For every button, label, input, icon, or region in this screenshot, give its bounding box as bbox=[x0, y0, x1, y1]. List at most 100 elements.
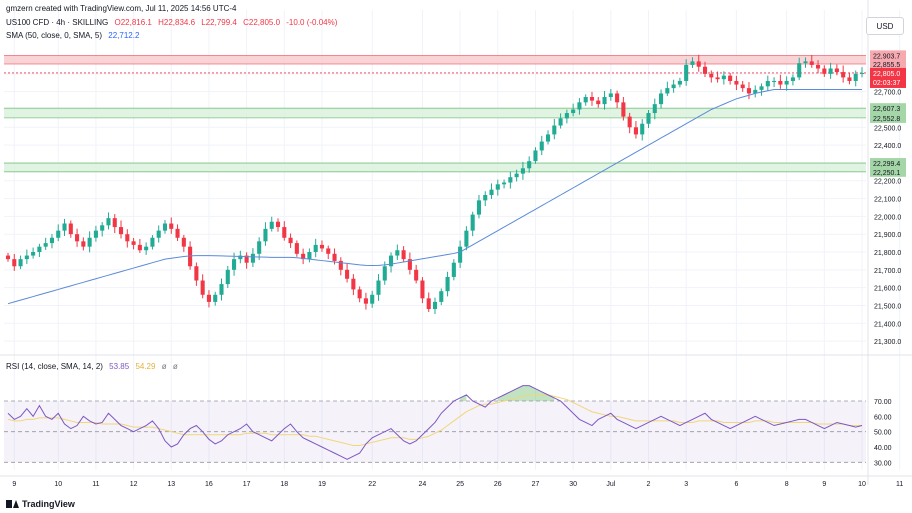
time-tick-label: 3 bbox=[684, 481, 688, 488]
candle-body bbox=[319, 244, 325, 249]
price-tick-label: 21,700.0 bbox=[874, 268, 901, 275]
rsi-tick-label: 30.00 bbox=[874, 460, 892, 467]
candle-body bbox=[144, 246, 149, 251]
candle-body bbox=[564, 113, 569, 119]
current-price-tag bbox=[870, 67, 906, 88]
candle-body bbox=[633, 127, 638, 135]
candle-body bbox=[175, 228, 180, 238]
candle-body bbox=[206, 294, 211, 302]
price-tick-label: 22,500.0 bbox=[874, 125, 901, 132]
time-tick-label: 12 bbox=[130, 481, 138, 488]
candle-body bbox=[671, 84, 676, 89]
candle-body bbox=[514, 173, 519, 178]
currency-button[interactable]: USD bbox=[866, 17, 904, 35]
zone-price-label: 22,903.7 bbox=[873, 53, 900, 60]
candle-body bbox=[696, 61, 701, 67]
candle-body bbox=[395, 250, 400, 256]
candle-body bbox=[445, 276, 450, 292]
rsi-extra-1: ø bbox=[161, 362, 167, 371]
candle-body bbox=[213, 294, 218, 302]
candle-body bbox=[100, 225, 105, 231]
candle-body bbox=[709, 73, 714, 78]
time-tick-label: 10 bbox=[54, 481, 62, 488]
countdown-label: 02:03:37 bbox=[873, 80, 900, 87]
time-tick-label: 16 bbox=[205, 481, 213, 488]
candle-body bbox=[640, 123, 645, 135]
candle-body bbox=[608, 93, 613, 98]
candle-body bbox=[49, 237, 54, 244]
candle-body bbox=[527, 161, 532, 169]
candle-body bbox=[646, 113, 651, 124]
candle-body bbox=[5, 255, 11, 260]
price-axis[interactable]: 21,300.0 21,400.0 21,500.0 21,600.0 21,700.0… bbox=[870, 50, 906, 467]
rsi-legend[interactable]: RSI (14, close, SMA, 14, 2) 53.85 54.29 … bbox=[6, 362, 182, 371]
candle-body bbox=[407, 259, 412, 270]
candle-body bbox=[803, 61, 808, 64]
change-value: -10.0 (-0.04%) bbox=[286, 18, 338, 27]
rsi-tick-label: 70.00 bbox=[874, 399, 892, 406]
candle-body bbox=[539, 141, 544, 151]
candle-body bbox=[715, 77, 720, 80]
time-tick-label: 26 bbox=[494, 481, 502, 488]
candle-body bbox=[740, 84, 745, 89]
time-tick-label: 17 bbox=[243, 481, 251, 488]
time-tick-label: 22 bbox=[368, 481, 376, 488]
price-tick-label: 22,700.0 bbox=[874, 90, 901, 97]
candle-body bbox=[797, 63, 802, 78]
price-zones bbox=[4, 54, 866, 173]
candle-body bbox=[288, 237, 293, 244]
candle-body bbox=[502, 182, 507, 185]
candle-body bbox=[194, 266, 199, 281]
candle-body bbox=[31, 252, 36, 256]
time-tick-label: Jul bbox=[606, 481, 615, 488]
rsi-overbought-fill bbox=[460, 394, 467, 401]
sma-polyline bbox=[7, 89, 862, 305]
candle-body bbox=[43, 243, 48, 247]
time-tick-label: 9 bbox=[822, 481, 826, 488]
candle-body bbox=[665, 88, 670, 94]
sma-label[interactable]: SMA (50, close, 0, SMA, 5) bbox=[6, 31, 103, 40]
candle-body bbox=[301, 253, 306, 260]
candle-body bbox=[615, 93, 620, 103]
candle-body bbox=[470, 214, 475, 231]
tradingview-logo: TradingView bbox=[6, 499, 75, 509]
candle-body bbox=[489, 189, 494, 195]
candle-body bbox=[68, 223, 73, 235]
sma-legend[interactable]: SMA (50, close, 0, SMA, 5) 22,712.2 bbox=[6, 31, 143, 40]
candle-body bbox=[772, 80, 777, 82]
candle-body bbox=[150, 237, 155, 247]
candle-body bbox=[307, 252, 312, 260]
candle-body bbox=[332, 253, 337, 261]
price-tick-label: 22,200.0 bbox=[874, 179, 901, 186]
candle-body bbox=[75, 234, 80, 242]
time-axis[interactable]: 9 10 11 12 13 16 17 18 19 22 24 25 26 27 30 Jul 2 3 6 8 9 10 1… bbox=[12, 481, 903, 488]
current-price-label: 22,805.0 bbox=[873, 71, 900, 78]
candle-body bbox=[784, 80, 789, 85]
zone-price-tag bbox=[870, 166, 906, 177]
candles bbox=[5, 54, 865, 315]
candle-body bbox=[376, 280, 381, 295]
candle-body bbox=[721, 75, 726, 80]
symbol-name[interactable]: US100 CFD · 4h · SKILLING bbox=[6, 18, 109, 27]
candle-body bbox=[118, 227, 124, 235]
candle-body bbox=[244, 255, 249, 263]
candle-body bbox=[495, 184, 500, 190]
rsi-label[interactable]: RSI (14, close, SMA, 14, 2) bbox=[6, 362, 103, 371]
price-tick-label: 21,300.0 bbox=[874, 339, 901, 346]
time-tick-label: 2 bbox=[647, 481, 651, 488]
candle-body bbox=[338, 260, 343, 270]
rsi-ma-value: 54.29 bbox=[135, 362, 156, 371]
candle-body bbox=[809, 61, 814, 65]
price-tick-label: 21,500.0 bbox=[874, 303, 901, 310]
sma-line bbox=[7, 89, 862, 305]
candle-body bbox=[56, 230, 61, 238]
candle-body bbox=[746, 88, 752, 94]
ohlc-legend[interactable]: US100 CFD · 4h · SKILLING O22,816.1 H22,… bbox=[6, 18, 341, 27]
candle-body bbox=[552, 125, 557, 135]
zone-price-tag bbox=[870, 50, 906, 61]
candle-body bbox=[200, 280, 205, 295]
candle-body bbox=[426, 298, 431, 310]
candle-body bbox=[219, 284, 224, 295]
time-tick-label: 30 bbox=[569, 481, 577, 488]
